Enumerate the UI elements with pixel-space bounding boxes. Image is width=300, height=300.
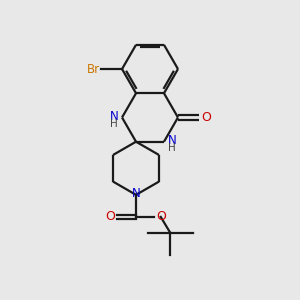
Text: O: O — [156, 210, 166, 224]
Text: N: N — [110, 110, 118, 122]
Text: H: H — [110, 119, 118, 129]
Text: O: O — [201, 111, 211, 124]
Text: O: O — [106, 210, 115, 224]
Text: N: N — [132, 187, 140, 200]
Text: Br: Br — [87, 62, 100, 76]
Text: H: H — [168, 143, 176, 153]
Text: N: N — [168, 134, 177, 147]
